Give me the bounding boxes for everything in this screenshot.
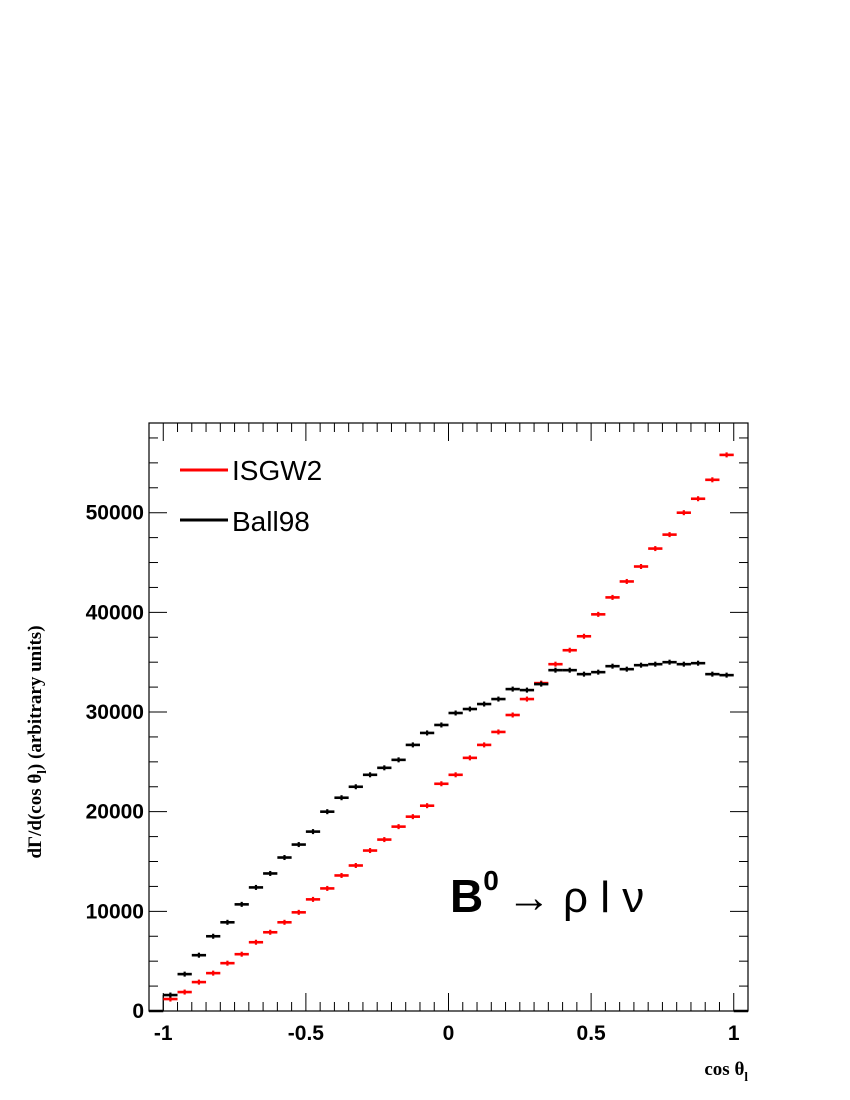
x-tick-label: -1 xyxy=(154,1022,173,1045)
y-axis-title-post: ) (arbitrary units) xyxy=(25,625,46,770)
y-axis-title-sub: l xyxy=(34,770,49,774)
y-tick-label: 40000 xyxy=(86,601,144,624)
x-axis-title-main: cos θ xyxy=(704,1059,744,1080)
series-isgw2 xyxy=(163,452,734,1002)
decay-annotation-base: B xyxy=(450,870,483,922)
y-axis-title: dΓ/d(cos θl) (arbitrary units) xyxy=(25,625,49,858)
marks-layer xyxy=(149,452,748,1013)
x-tick-label: 1 xyxy=(728,1022,740,1045)
y-tick-label: 0 xyxy=(132,1000,144,1023)
x-axis-title: cos θl xyxy=(704,1059,748,1084)
y-axis-title-pre: dΓ/d(cos θ xyxy=(25,774,46,859)
x-tick-label: 0.5 xyxy=(577,1022,607,1045)
labels-layer: -1 -0.5 0 0.5 1 0 10000 20000 30000 40000 50000 xyxy=(86,502,740,1045)
legend: ISGW2 Ball98 xyxy=(180,455,322,537)
x-axis-title-sub: l xyxy=(744,1069,748,1084)
y-tick-label: 10000 xyxy=(86,900,144,923)
x-tick-label: -0.5 xyxy=(288,1022,325,1045)
x-tick-label: 0 xyxy=(443,1022,455,1045)
series-ball98 xyxy=(163,659,734,998)
legend-label-isgw2: ISGW2 xyxy=(232,455,322,486)
decay-annotation-rest: → ρ l ν xyxy=(507,873,644,922)
decay-annotation-superscript: 0 xyxy=(483,865,499,896)
decay-annotation: B0 → ρ l ν xyxy=(450,865,644,922)
y-tick-label: 30000 xyxy=(86,701,144,724)
y-tick-label: 20000 xyxy=(86,801,144,824)
y-tick-label: 50000 xyxy=(86,502,144,525)
legend-label-ball98: Ball98 xyxy=(232,506,310,537)
